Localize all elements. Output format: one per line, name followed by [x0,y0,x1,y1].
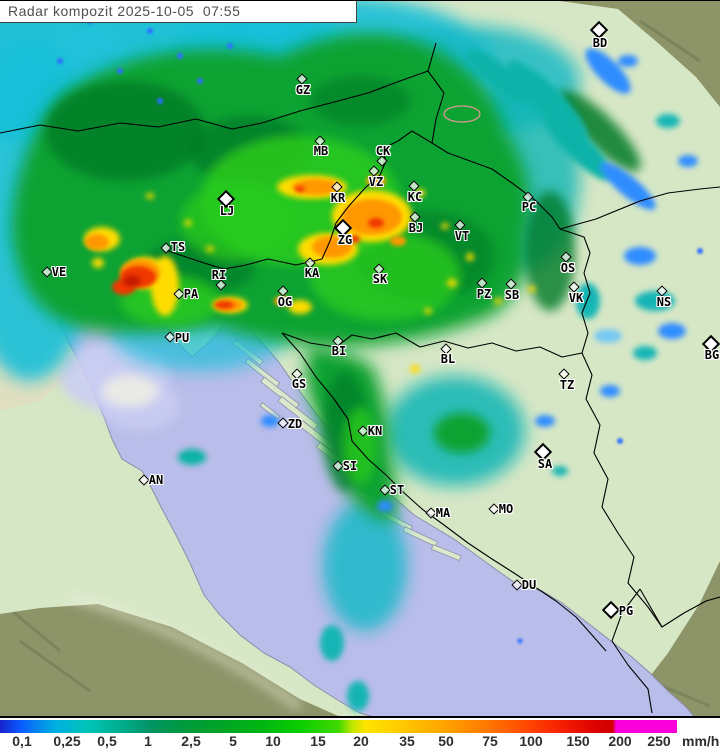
legend-tick-50: 50 [438,733,454,749]
legend-tick-35: 35 [399,733,415,749]
legend-tick-200: 200 [608,733,632,749]
legend-tick-15: 15 [310,733,326,749]
station-label-ts: TS [170,240,186,254]
station-label-pa: PA [183,287,199,301]
legend-tick-5: 5 [229,733,237,749]
station-label-vz: VZ [368,175,384,189]
station-label-bd: BD [592,36,608,50]
station-label-du: DU [521,578,537,592]
radar-map: Radar kompozit 2025-10-05 07:55 VE TS RI PA… [0,0,720,718]
station-label-os: OS [560,261,576,275]
precip-east-cells [178,48,698,711]
station-label-zd: ZD [287,417,303,431]
legend-tick-10: 10 [265,733,281,749]
station-label-pz: PZ [476,287,492,301]
legend-tick-100: 100 [519,733,543,749]
country-borders [0,42,720,714]
station-label-gs: GS [291,377,307,391]
page-title: Radar kompozit 2025-10-05 07:55 [8,3,241,19]
legend-tick-0,1: 0,1 [12,733,32,749]
legend-colorbar [0,720,677,733]
station-label-bi: BI [331,344,347,358]
station-label-ck: CK [375,144,391,158]
station-label-vk: VK [568,291,584,305]
station-label-vt: VT [454,229,470,243]
station-label-sk: SK [372,272,388,286]
station-label-mb: MB [313,144,329,158]
station-label-ma: MA [435,506,451,520]
legend-tick-20: 20 [353,733,369,749]
station-label-an: AN [148,473,164,487]
station-label-zg: ZG [337,233,353,247]
legend-tick-75: 75 [482,733,498,749]
station-label-sb: SB [504,288,520,302]
station-label-si: SI [342,459,358,473]
station-label-ns: NS [656,295,672,309]
title-bar: Radar kompozit 2025-10-05 07:55 [0,1,357,23]
station-label-kc: KC [407,190,423,204]
station-label-gz: GZ [295,83,311,97]
station-label-ri: RI [211,268,227,282]
range-edge-highlight [68,592,303,712]
precip-green-texture [45,76,575,491]
station-label-bg: BG [704,348,720,362]
station-label-sa: SA [537,457,553,471]
station-label-ka: KA [304,266,320,280]
legend-tick-2,5: 2,5 [181,733,201,749]
station-label-lj: LJ [219,204,235,218]
legend-tick-250: 250 [647,733,671,749]
station-label-tz: TZ [559,378,575,392]
station-layer: VE TS RI PA PU AN GZ MB LJ KR CK VZ KC ZG BJ VT PC OS VK NS… [0,1,720,716]
station-label-bl: BL [440,352,456,366]
legend-tick-150: 150 [566,733,590,749]
legend-ticks: 0,1 0,25 0,5 1 2,5 5 10 15 20 35 50 75 100 150 200 250 m… [0,733,720,749]
station-label-pg: PG [618,604,634,618]
legend-tick-0,25: 0,25 [53,733,81,749]
station-label-kn: KN [367,424,383,438]
station-label-st: ST [389,483,405,497]
station-marker-pg [601,600,621,620]
legend: 0,1 0,25 0,5 1 2,5 5 10 15 20 35 50 75 100 150 200 250 m… [0,718,720,749]
station-label-pu: PU [174,331,190,345]
legend-tick-1: 1 [144,733,152,749]
station-label-ve: VE [51,265,67,279]
station-label-mo: MO [498,502,514,516]
legend-units: mm/h [682,733,720,749]
legend-tick-0,5: 0,5 [97,733,117,749]
precip-red [112,186,384,309]
radar-map-graphic [0,1,720,716]
region-contour [443,105,481,123]
station-label-kr: KR [330,191,346,205]
station-label-og: OG [277,295,293,309]
station-label-pc: PC [521,200,537,214]
station-label-bj: BJ [408,221,424,235]
